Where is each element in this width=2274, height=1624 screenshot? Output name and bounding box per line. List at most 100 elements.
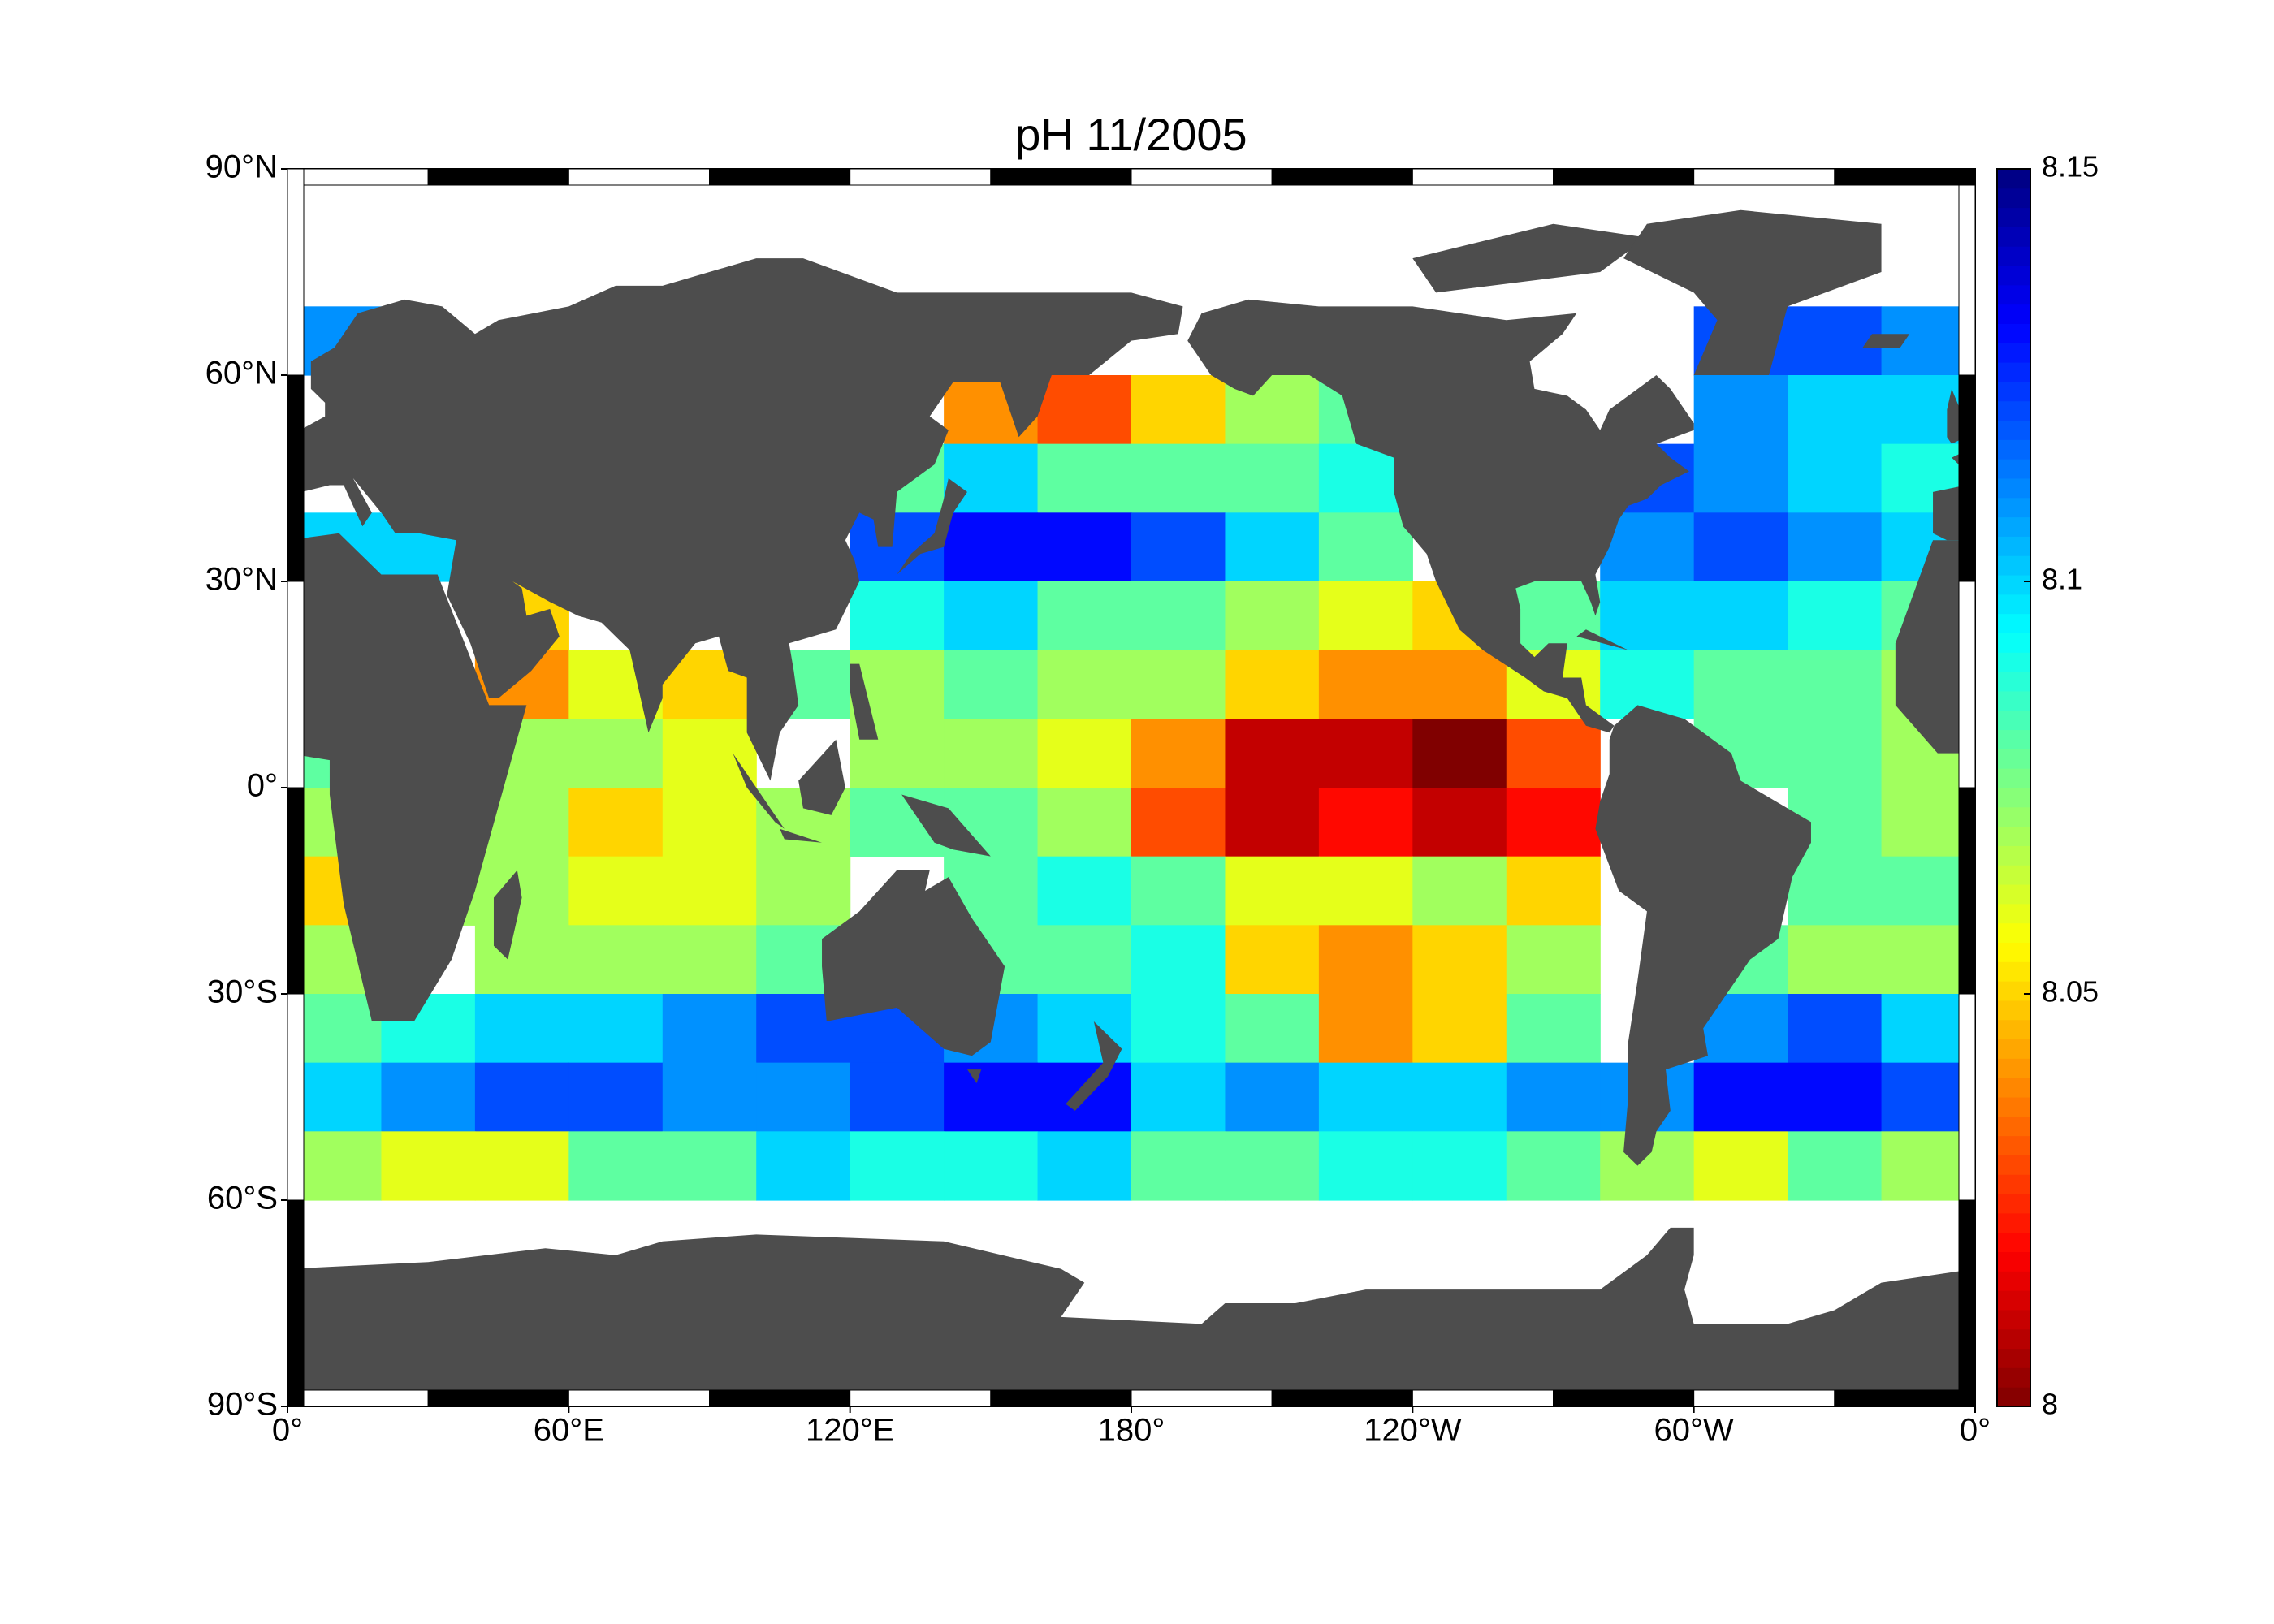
- data-cell: [850, 1131, 945, 1201]
- data-cell: [1318, 925, 1413, 995]
- colorbar-step: [1997, 1000, 2030, 1021]
- south-america: [1595, 705, 1811, 1166]
- cuba: [1576, 629, 1628, 650]
- data-cell: [944, 512, 1039, 582]
- colorbar-step: [1997, 845, 2030, 866]
- colorbar-step: [1997, 788, 2030, 808]
- colorbar-step: [1997, 381, 2030, 402]
- data-cell: [1318, 719, 1413, 788]
- land-masses: [287, 209, 1975, 1407]
- colorbar-step: [1997, 323, 2030, 343]
- colorbar-step: [1997, 400, 2030, 421]
- data-cell: [1412, 856, 1507, 926]
- data-cell: [1037, 375, 1132, 445]
- japan: [897, 477, 967, 575]
- data-cell: [1600, 650, 1695, 719]
- frame-bar: [427, 168, 569, 186]
- colorbar-tick-label: 8: [2042, 1388, 2058, 1421]
- frame-bar: [1834, 1389, 1976, 1407]
- frame-bar: [709, 1389, 851, 1407]
- data-cell: [850, 581, 945, 651]
- frame-bar: [287, 581, 305, 788]
- colorbar-step: [1997, 1271, 2030, 1291]
- data-cell: [1131, 375, 1226, 445]
- data-cell: [1506, 994, 1601, 1064]
- colorbar-step: [1997, 961, 2030, 982]
- y-tick-label: 90°S: [207, 1387, 278, 1423]
- data-cell: [756, 1062, 851, 1132]
- colorbar-step: [1997, 497, 2030, 518]
- colorbar-step: [1997, 1155, 2030, 1175]
- data-cell: [1693, 1131, 1788, 1201]
- colorbar-step: [1997, 1251, 2030, 1272]
- frame-bar: [990, 168, 1132, 186]
- frame-bar: [709, 168, 851, 186]
- frame-bar: [1412, 168, 1554, 186]
- data-cell: [1412, 994, 1507, 1064]
- frame-bar: [850, 168, 992, 186]
- data-cell: [568, 1062, 664, 1132]
- colorbar-step: [1997, 1174, 2030, 1194]
- colorbar-step: [1997, 768, 2030, 788]
- frame-bar: [568, 1389, 710, 1407]
- map-title: pH 11/2005: [1015, 109, 1247, 160]
- data-cell: [1225, 1131, 1320, 1201]
- frame-bar: [287, 1199, 305, 1407]
- colorbar-step: [1997, 284, 2030, 305]
- data-cell: [1037, 1131, 1132, 1201]
- data-cell: [1788, 443, 1883, 513]
- y-tick-label: 0°: [247, 768, 278, 804]
- colorbar-step: [1997, 922, 2030, 943]
- data-cell: [1693, 443, 1788, 513]
- data-cell: [568, 925, 664, 995]
- philippines: [850, 663, 879, 740]
- data-cell: [1225, 856, 1320, 926]
- data-cell: [1037, 719, 1132, 788]
- x-tick-label: 120°E: [806, 1413, 894, 1449]
- colorbar-step: [1997, 459, 2030, 479]
- colorbar-step: [1997, 516, 2030, 537]
- colorbar-step: [1997, 1367, 2030, 1388]
- data-cell: [1037, 581, 1132, 651]
- colorbar-step: [1997, 884, 2030, 905]
- data-cell: [381, 1131, 476, 1201]
- colorbar-step: [1997, 981, 2030, 1001]
- colorbar-step: [1997, 1232, 2030, 1252]
- data-cell: [1318, 1131, 1413, 1201]
- frame-bar: [287, 374, 305, 582]
- data-cell: [1506, 1131, 1601, 1201]
- frame-bar: [1553, 168, 1695, 186]
- data-cell: [1225, 650, 1320, 719]
- frame-bar: [1693, 168, 1835, 186]
- data-cell: [1225, 925, 1320, 995]
- data-cell: [944, 1062, 1039, 1132]
- data-cell: [1788, 856, 1883, 926]
- map-frame: [287, 168, 1976, 1407]
- data-cell: [1037, 925, 1132, 995]
- colorbar-step: [1997, 1309, 2030, 1330]
- colorbar-step: [1997, 536, 2030, 556]
- data-cell: [474, 856, 569, 926]
- sumatra: [733, 753, 785, 829]
- frame-bar: [1958, 374, 1976, 582]
- frame-bar: [1958, 787, 1976, 995]
- data-cell: [1037, 856, 1132, 926]
- data-cell: [850, 1062, 945, 1132]
- colorbar-step: [1997, 188, 2030, 209]
- data-cell: [1788, 512, 1883, 582]
- data-cell: [474, 925, 569, 995]
- frame-bar: [1271, 1389, 1413, 1407]
- colorbar-step: [1997, 478, 2030, 499]
- colorbar-step: [1997, 1078, 2030, 1098]
- x-tick-label: 0°: [272, 1413, 303, 1449]
- colorbar-step: [1997, 1194, 2030, 1214]
- colorbar-step: [1997, 749, 2030, 769]
- madagascar: [493, 870, 522, 960]
- y-tick-label: 60°N: [205, 356, 278, 391]
- data-cell: [1318, 1062, 1413, 1132]
- data-cell: [1225, 788, 1320, 857]
- data-cell: [1318, 512, 1413, 582]
- colorbar-step: [1997, 439, 2030, 460]
- data-cell: [662, 925, 757, 995]
- frame-bar: [287, 168, 305, 376]
